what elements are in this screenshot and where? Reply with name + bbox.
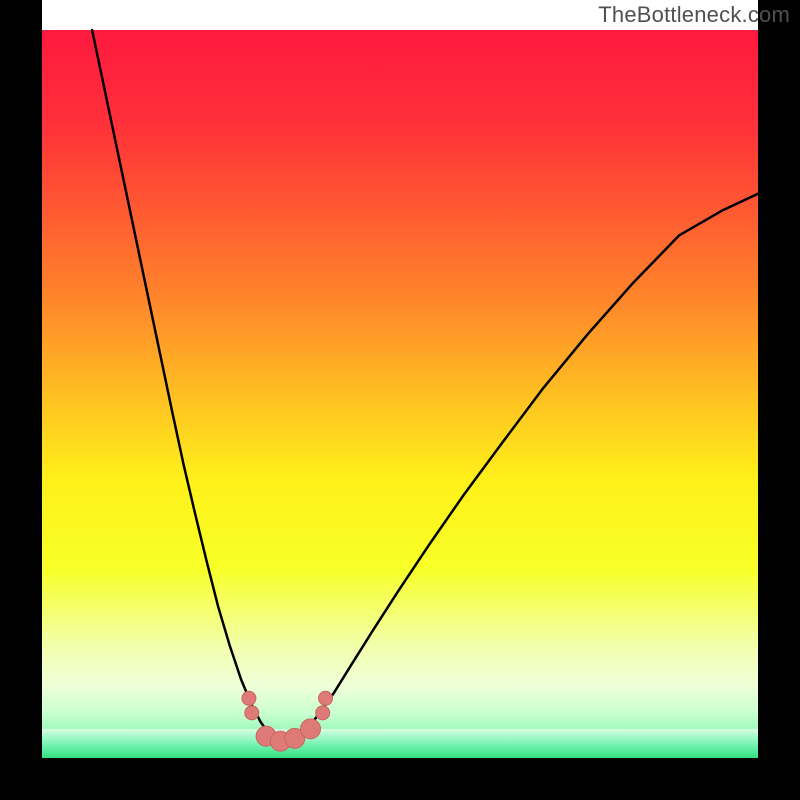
border-bottom [0,758,800,800]
chart-frame: TheBottleneck.com [0,0,800,800]
data-marker [319,691,333,705]
plot-background [42,30,758,758]
data-marker [242,691,256,705]
border-left [0,0,42,800]
green-band [42,729,758,758]
data-marker [301,719,321,739]
watermark-label: TheBottleneck.com [598,2,790,28]
data-marker [316,706,330,720]
data-marker [245,706,259,720]
bottleneck-curve-chart [0,0,800,800]
border-right [758,0,800,800]
